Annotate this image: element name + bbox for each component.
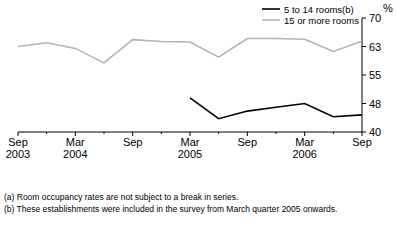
x-tick [104,132,105,134]
x-tick-label-line: Mar [295,136,314,148]
footnote: (b) These establishments were included i… [4,204,337,214]
x-tick-label-line: 2005 [178,148,202,160]
y-tick [362,103,366,104]
x-tick [218,132,219,134]
legend-label: 15 or more rooms [284,15,359,26]
x-tick-label-line: 2003 [6,148,30,160]
y-tick [362,75,366,76]
series-line [190,98,362,119]
legend-label: 5 to 14 rooms(b) [284,4,354,15]
x-tick-label: Mar2006 [292,136,316,160]
footnote: (a) Room occupancy rates are not subject… [4,192,238,202]
x-tick [276,132,277,134]
y-axis-label: % [383,2,393,14]
x-tick-label-line: Sep [8,136,28,148]
series-line [18,39,362,63]
x-tick-label: Mar2005 [178,136,202,160]
chart: 4048556370%Sep2003Mar2004SepMar2005SepMa… [0,0,397,227]
y-tick-label: 48 [369,98,381,110]
x-tick-label-line: 2006 [292,148,316,160]
x-tick-label-line: Mar [181,136,200,148]
x-tick-label-line: Sep [352,136,372,148]
x-tick [161,132,162,134]
y-tick-label: 55 [369,69,381,81]
x-tick-label-line: Sep [123,136,143,148]
y-tick-label: 63 [369,41,381,53]
x-tick-label: Mar2004 [63,136,87,160]
x-tick-label: Sep2003 [6,136,30,160]
x-tick-label: Sep [238,136,258,148]
y-tick-label: 70 [369,12,381,24]
y-tick [362,18,366,19]
y-tick [362,132,366,133]
x-tick [333,132,334,134]
legend-swatch [262,19,280,21]
x-tick-label-line: Mar [66,136,85,148]
x-tick [46,132,47,134]
y-tick [362,46,366,47]
plot-area [18,39,362,119]
x-tick-label-line: 2004 [63,148,87,160]
x-tick-label: Sep [352,136,372,148]
legend-swatch [262,8,280,10]
x-tick-label-line: Sep [238,136,258,148]
x-tick-label: Sep [123,136,143,148]
